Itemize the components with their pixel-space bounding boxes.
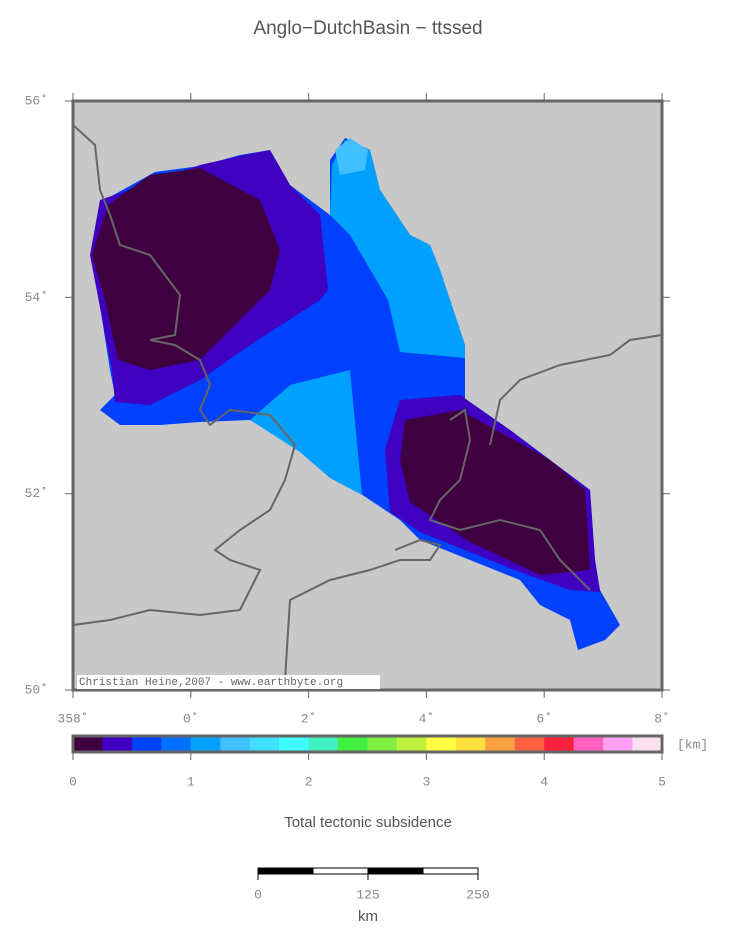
zone-dark-nw bbox=[92, 168, 280, 370]
colorbar-swatch bbox=[161, 736, 192, 752]
colorbar-swatch bbox=[544, 736, 575, 752]
scale-tick-label: 125 bbox=[356, 887, 379, 902]
zone-light-ne bbox=[330, 140, 465, 358]
colorbar-swatch bbox=[367, 736, 398, 752]
colorbar-swatch bbox=[485, 736, 516, 752]
map-area: Christian Heine,2007 - www.earthbyte.org bbox=[71, 99, 664, 692]
scale-segment bbox=[312, 867, 369, 875]
colorbar-tick-label: 0 bbox=[69, 774, 77, 789]
lat-label: 50˚ bbox=[25, 682, 48, 697]
colorbar-unit: [km] bbox=[677, 737, 708, 752]
lon-label: 8˚ bbox=[654, 711, 670, 726]
colorbar-label: Total tectonic subsidence bbox=[284, 814, 452, 831]
colorbar-tick-label: 2 bbox=[305, 774, 313, 789]
title: Anglo−DutchBasin − ttssed bbox=[253, 18, 482, 39]
colorbar-tick-label: 1 bbox=[187, 774, 195, 789]
colorbar-swatch bbox=[514, 736, 545, 752]
colorbar-frame bbox=[71, 734, 664, 754]
coastlines bbox=[72, 124, 663, 681]
zone-light-sw bbox=[250, 370, 362, 495]
zone-light-top bbox=[335, 138, 368, 175]
lon-label: 4˚ bbox=[419, 711, 435, 726]
credit: Christian Heine,2007 - www.earthbyte.org bbox=[79, 677, 343, 689]
colorbar-swatch bbox=[73, 736, 103, 752]
colorbar-tick-label: 4 bbox=[540, 774, 548, 789]
colorbar-swatch bbox=[603, 736, 634, 752]
colorbar-swatch bbox=[190, 736, 221, 752]
lon-label: 2˚ bbox=[301, 711, 317, 726]
scale-segment bbox=[367, 867, 424, 875]
scale-tick-label: 0 bbox=[254, 887, 262, 902]
scale-unit: km bbox=[358, 908, 378, 925]
colorbar-swatch bbox=[131, 736, 162, 752]
lon-label: 0˚ bbox=[183, 711, 199, 726]
colorbar-swatch bbox=[249, 736, 280, 752]
colorbar-swatch bbox=[308, 736, 339, 752]
colorbar-tick-label: 3 bbox=[422, 774, 430, 789]
colorbar-swatch bbox=[338, 736, 368, 752]
lon-label: 358˚ bbox=[57, 711, 88, 726]
lat-label: 52˚ bbox=[25, 486, 48, 501]
lon-label: 6˚ bbox=[536, 711, 552, 726]
colorbar-swatch bbox=[279, 736, 310, 752]
colorbar-swatch bbox=[573, 736, 604, 752]
colorbar-swatch bbox=[220, 736, 251, 752]
scale-segment bbox=[422, 867, 479, 875]
colorbar-swatch bbox=[455, 736, 486, 752]
colorbar-swatch bbox=[632, 736, 663, 752]
scale-segment bbox=[257, 867, 314, 875]
scale-tick-label: 250 bbox=[466, 887, 489, 902]
colorbar-tick-label: 5 bbox=[658, 774, 666, 789]
map-frame bbox=[71, 99, 664, 692]
lat-label: 56˚ bbox=[25, 93, 48, 108]
lat-label: 54˚ bbox=[25, 290, 48, 305]
colorbar-swatch bbox=[102, 736, 133, 752]
colorbar-swatch bbox=[426, 736, 457, 752]
colorbar-swatch bbox=[396, 736, 427, 752]
credit-box bbox=[77, 675, 380, 689]
